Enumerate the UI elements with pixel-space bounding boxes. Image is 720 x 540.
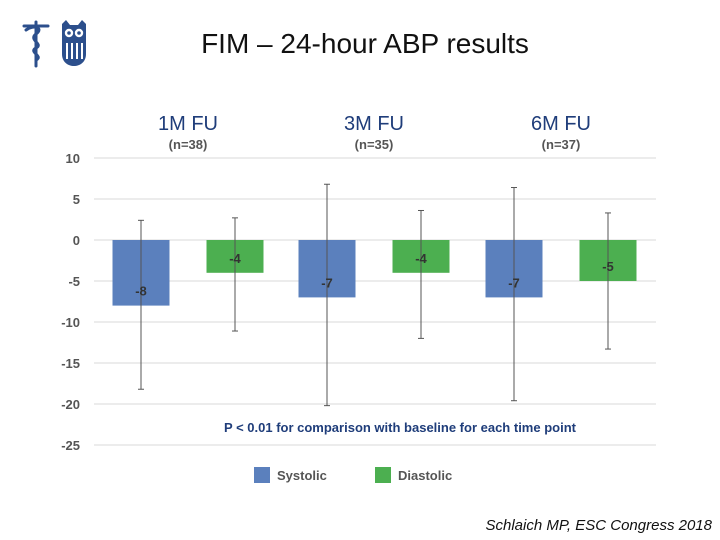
data-label: -7 — [508, 275, 520, 290]
y-tick-label: -20 — [61, 397, 80, 412]
legend-label: Diastolic — [398, 468, 452, 483]
legend-label: Systolic — [277, 468, 327, 483]
y-tick-label: -5 — [68, 274, 80, 289]
y-tick-label: 10 — [66, 151, 80, 166]
data-label: -4 — [229, 251, 241, 266]
category-label: 3M FU — [344, 113, 404, 135]
y-tick-label: -25 — [61, 438, 80, 453]
category-n-label: (n=35) — [355, 137, 394, 152]
slide-title: FIM – 24-hour ABP results — [201, 28, 529, 59]
category-n-label: (n=37) — [542, 137, 581, 152]
data-label: -8 — [135, 284, 147, 299]
university-seal-logo-icon — [14, 16, 98, 70]
y-tick-label: 5 — [73, 192, 80, 207]
chart-annotation: P < 0.01 for comparison with baseline fo… — [224, 420, 577, 435]
y-tick-label: -10 — [61, 315, 80, 330]
category-n-label: (n=38) — [169, 137, 208, 152]
bar-chart: 10 5 0 -5 -10 -15 -20 -25 1M FU (n=38) 3M FU (n=35)… — [61, 113, 656, 483]
data-label: -7 — [321, 275, 333, 290]
y-tick-label: 0 — [73, 233, 80, 248]
citation: Schlaich MP, ESC Congress 2018 — [485, 517, 712, 534]
y-tick-label: -15 — [61, 356, 80, 371]
category-label: 6M FU — [531, 113, 591, 135]
data-label: -5 — [602, 259, 614, 274]
legend-swatch-systolic — [254, 467, 270, 483]
data-label: -4 — [415, 251, 427, 266]
category-label: 1M FU — [158, 113, 218, 135]
legend-swatch-diastolic — [375, 467, 391, 483]
